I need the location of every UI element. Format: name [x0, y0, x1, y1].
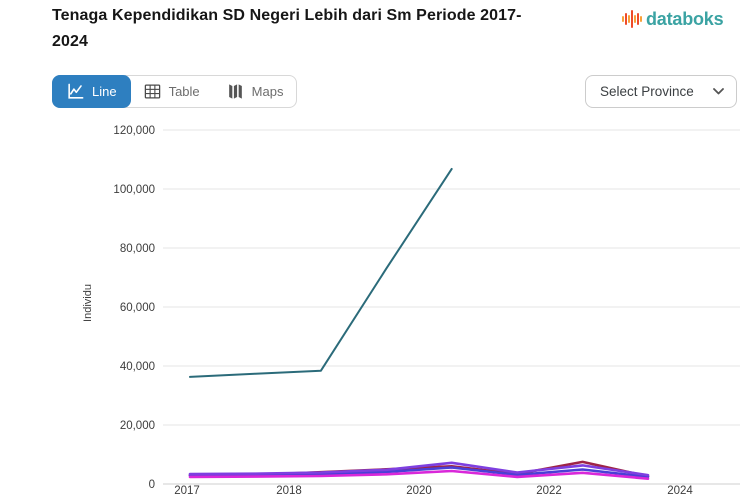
y-tick-label: 80,000	[120, 243, 155, 255]
databoks-bars-icon	[622, 10, 642, 28]
line-chart-icon	[68, 83, 84, 99]
y-tick-label: 60,000	[120, 302, 155, 314]
chart-view-switcher: Line Table Maps	[52, 75, 298, 108]
chart-line-magenta-line	[188, 469, 650, 481]
chart-line-teal-line	[189, 167, 453, 378]
maps-view-button[interactable]: Maps	[213, 76, 297, 107]
databoks-logo: databoks	[622, 7, 724, 31]
chart-line-violet-line	[188, 461, 650, 477]
select-province-dropdown[interactable]: Select Province	[585, 75, 737, 108]
y-tick-label: 20,000	[120, 420, 155, 432]
table-view-label: Table	[168, 84, 200, 99]
y-tick-label: 100,000	[113, 184, 155, 196]
chart-line-indigo-line	[188, 466, 650, 479]
maps-icon	[228, 84, 242, 99]
x-tick-label: 2017	[174, 485, 200, 497]
line-view-button[interactable]: Line	[52, 75, 131, 108]
maps-view-label: Maps	[251, 84, 284, 99]
table-view-button[interactable]: Table	[130, 76, 213, 107]
y-tick-label: 0	[149, 479, 155, 491]
page-title: Tenaga Kependidikan SD Negeri Lebih dari…	[52, 7, 522, 50]
brand-name: databoks	[646, 8, 724, 29]
x-tick-label: 2022	[536, 485, 562, 497]
x-tick-label: 2024	[667, 485, 693, 497]
table-icon	[144, 84, 160, 99]
y-tick-label: 120,000	[113, 125, 155, 137]
select-province-label: Select Province	[600, 84, 694, 99]
line-chart: 0 20,000 40,000 60,000 80,000 100,000 120,000 2…	[113, 125, 740, 497]
y-tick-label: 40,000	[120, 361, 155, 373]
line-view-label: Line	[92, 84, 117, 99]
x-tick-label: 2020	[406, 485, 432, 497]
x-tick-label: 2018	[276, 485, 302, 497]
chevron-down-icon	[713, 88, 724, 95]
